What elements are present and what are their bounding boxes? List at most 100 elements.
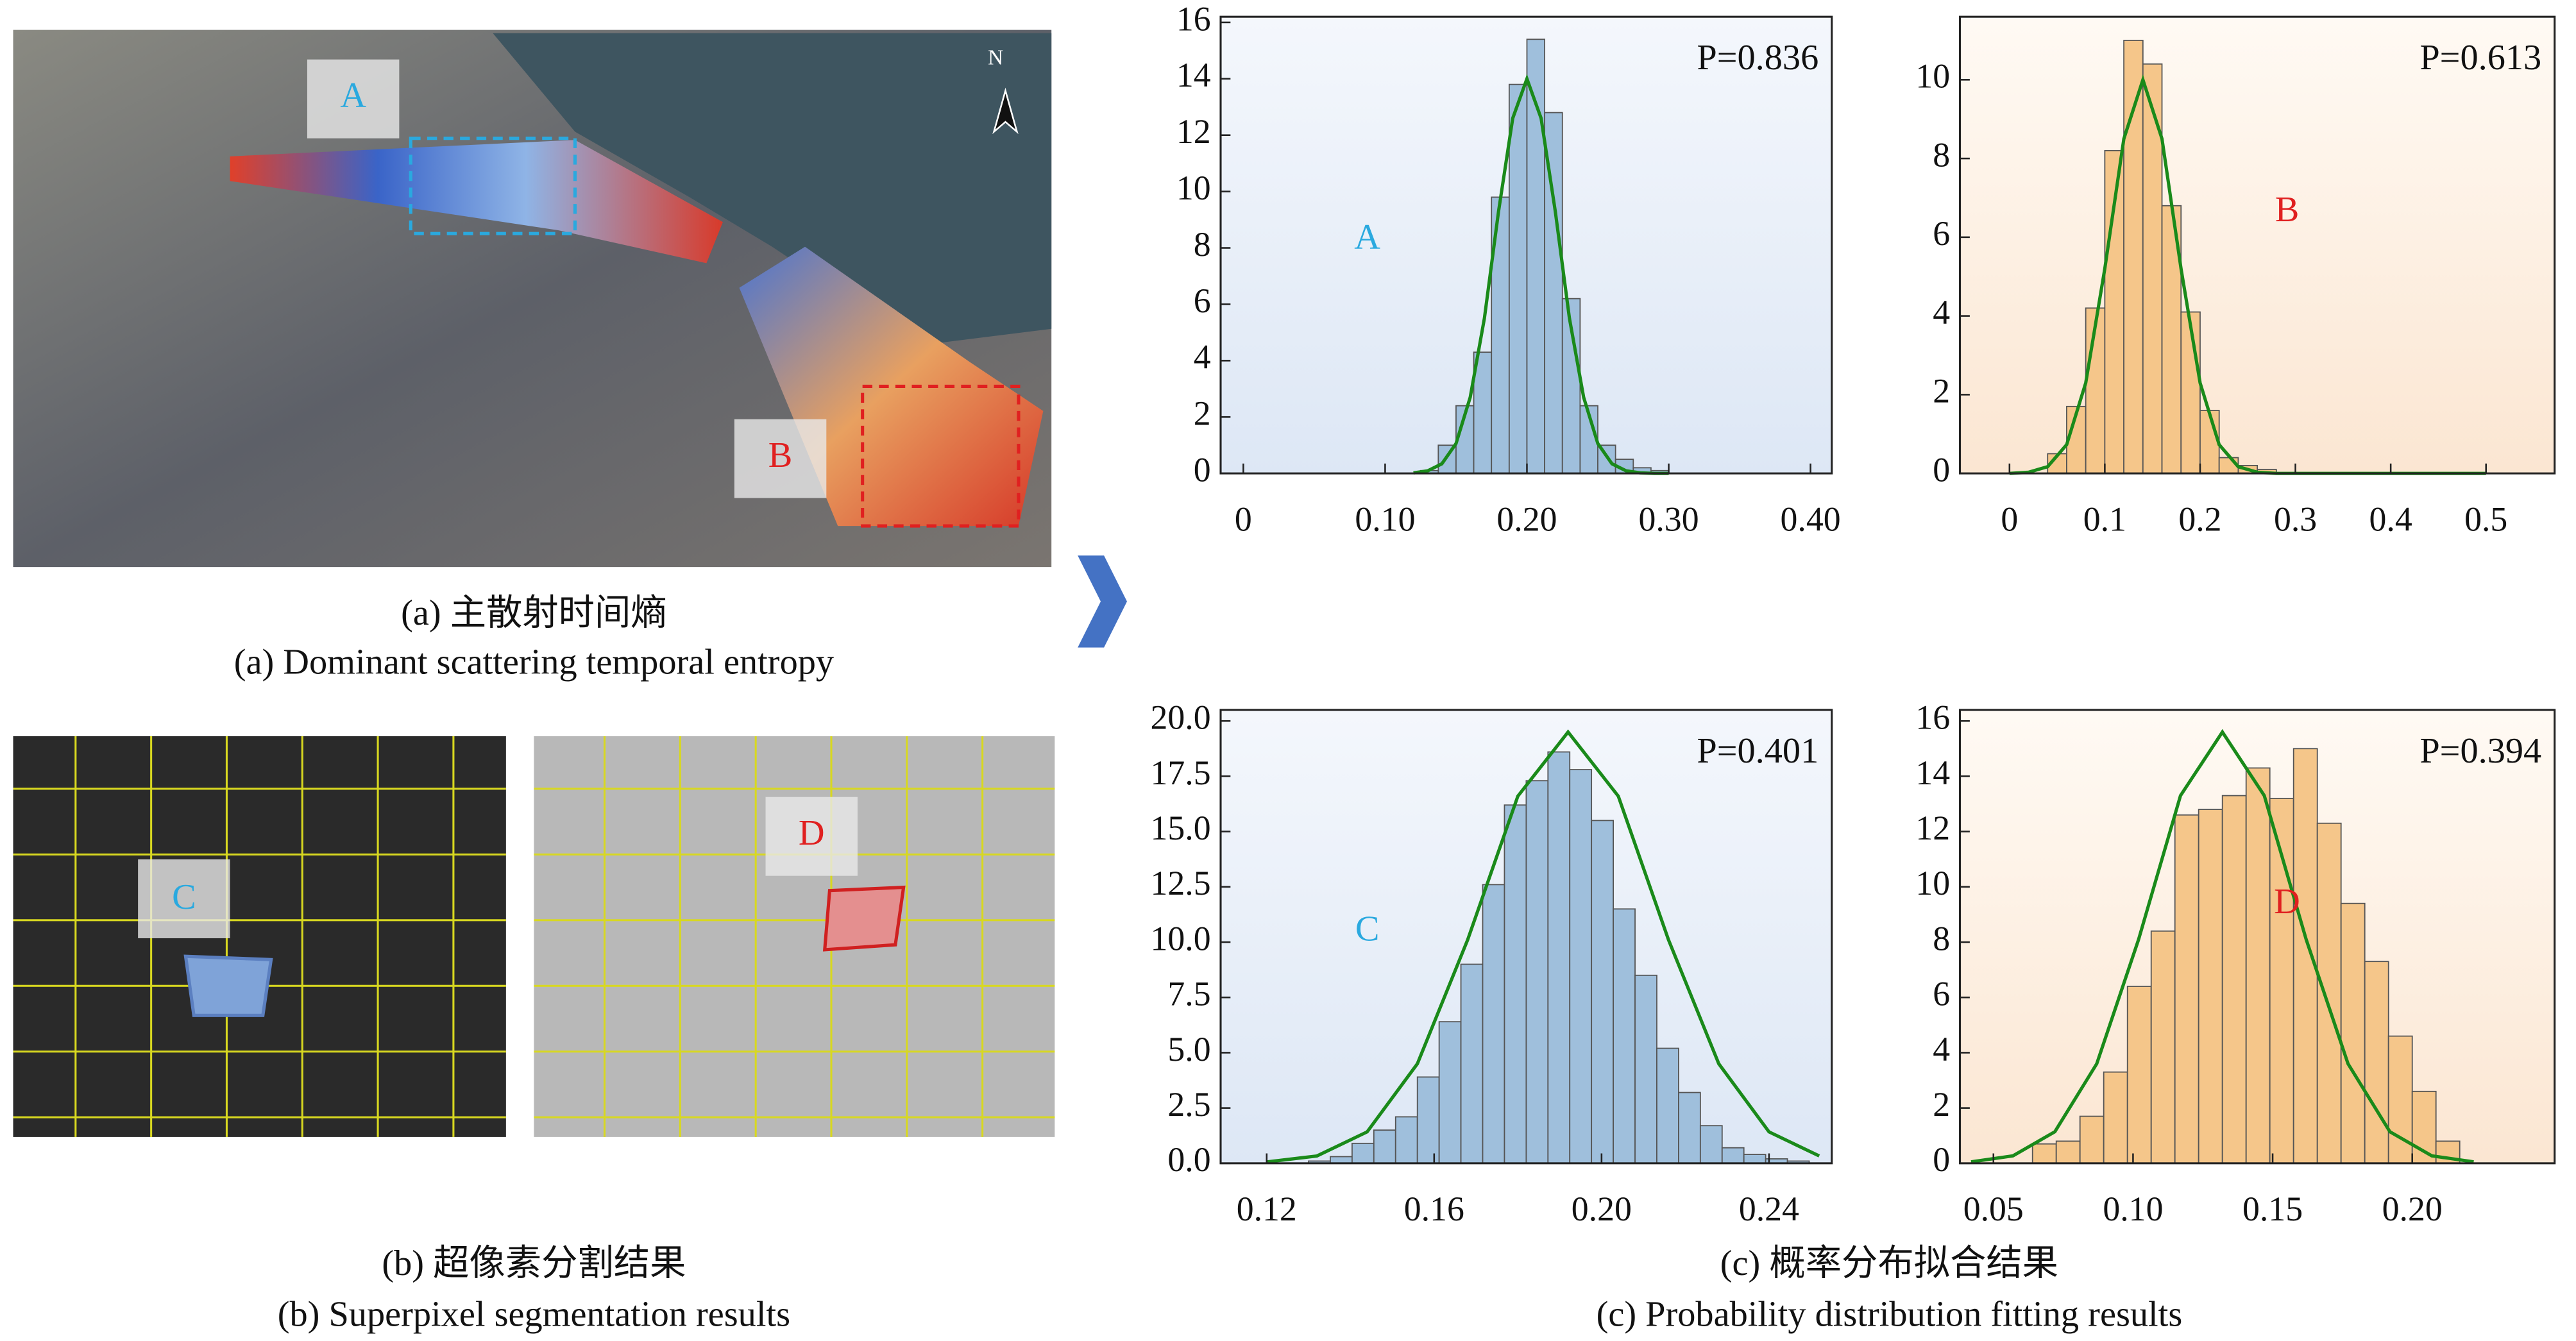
y-tick-label: 14: [1176, 56, 1211, 94]
image-label: D: [799, 813, 825, 853]
x-tick-label: 0.4: [2369, 500, 2412, 538]
bar: [2221, 795, 2247, 1164]
annotation: P=0.401: [1697, 731, 1818, 771]
bar: [1547, 751, 1571, 1164]
x-tick-label: 0: [1235, 500, 1252, 538]
entropy-image: [13, 30, 1052, 568]
plot-frame: [1959, 709, 2556, 1165]
y-tick-label: 10: [1176, 169, 1211, 207]
bar: [1352, 1142, 1375, 1164]
y-tick-label: 16: [1915, 698, 1950, 737]
caption: (c) 概率分布拟合结果: [1720, 1244, 2058, 1283]
bar: [2150, 930, 2176, 1164]
x-tick-label: 0.20: [2382, 1190, 2443, 1228]
bar: [1743, 1154, 1767, 1164]
image-label: B: [768, 435, 793, 475]
x-tick-label: 0.5: [2464, 500, 2507, 538]
x-tick-label: 0.20: [1496, 500, 1557, 538]
bar: [1330, 1156, 1353, 1164]
fit-curve: [1970, 729, 2474, 1164]
annotation: P=0.836: [1697, 38, 1818, 78]
bar: [1656, 1047, 1679, 1164]
x-tick-label: 0.05: [1963, 1190, 2024, 1228]
x-tick-label: 0.1: [2083, 500, 2126, 538]
bar: [1721, 1147, 1745, 1164]
y-tick-label: 2: [1933, 372, 1950, 410]
annotation: P=0.613: [2419, 38, 2541, 78]
fit-curve: [1266, 729, 1820, 1164]
bar: [1525, 780, 1549, 1164]
bar: [1504, 804, 1527, 1164]
y-tick-label: 10: [1915, 864, 1950, 902]
y-tick-label: 4: [1933, 293, 1950, 332]
superpixel-image: [13, 736, 506, 1137]
y-tick-label: 15.0: [1151, 809, 1211, 847]
chart-label: C: [1355, 909, 1380, 949]
y-tick-label: 8: [1933, 919, 1950, 957]
bar: [1508, 83, 1528, 475]
plot-frame: [1219, 709, 1833, 1165]
x-tick-label: 0.12: [1237, 1190, 1297, 1228]
x-tick-label: 0.10: [1355, 500, 1415, 538]
x-tick-label: 0.10: [2103, 1190, 2163, 1228]
y-tick-label: 12: [1176, 112, 1211, 151]
x-tick-label: 0.3: [2274, 500, 2317, 538]
fit-curve: [2009, 74, 2486, 475]
x-tick-label: 0.20: [1572, 1190, 1632, 1228]
y-tick-label: 2: [1933, 1085, 1950, 1124]
y-tick-label: 2: [1194, 394, 1211, 433]
fit-curve: [1413, 74, 1669, 475]
bar: [2079, 1115, 2105, 1164]
x-tick-label: 0.2: [2178, 500, 2221, 538]
caption: (b) Superpixel segmentation results: [278, 1295, 790, 1335]
bar: [1544, 112, 1563, 475]
x-tick-label: 0.30: [1638, 500, 1699, 538]
caption: (a) 主散射时间熵: [401, 593, 667, 633]
y-tick-label: 6: [1933, 214, 1950, 253]
y-tick-label: 4: [1933, 1030, 1950, 1068]
bar: [2316, 822, 2342, 1164]
x-tick-label: 0.40: [1781, 500, 1841, 538]
bar: [1438, 1021, 1462, 1164]
bar: [2292, 748, 2318, 1164]
arrow: [1078, 555, 1127, 648]
bar: [2199, 410, 2220, 475]
image-label: C: [172, 877, 196, 917]
y-tick-label: 20.0: [1151, 698, 1211, 737]
x-tick-label: 0.16: [1404, 1190, 1464, 1228]
bar: [2104, 149, 2125, 475]
bar: [2055, 1140, 2081, 1164]
bar: [2364, 961, 2389, 1164]
x-tick-label: 0.15: [2242, 1190, 2303, 1228]
y-tick-label: 6: [1933, 975, 1950, 1013]
y-tick-label: 2.5: [1167, 1085, 1210, 1124]
y-tick-label: 12: [1915, 809, 1950, 847]
y-tick-label: 0.0: [1167, 1140, 1210, 1179]
plot-frame: [1959, 15, 2556, 475]
caption: (b) 超像素分割结果: [382, 1244, 686, 1283]
bar: [1591, 820, 1614, 1164]
bar: [1482, 884, 1505, 1164]
bar: [2126, 986, 2152, 1164]
y-tick-label: 17.5: [1151, 754, 1211, 792]
y-tick-label: 7.5: [1167, 975, 1210, 1013]
y-tick-label: 8: [1194, 225, 1211, 264]
chart-label: A: [1354, 217, 1380, 257]
bar: [2103, 1071, 2128, 1164]
annotation: P=0.394: [2419, 731, 2541, 771]
bar: [1678, 1092, 1701, 1164]
y-tick-label: 14: [1915, 754, 1950, 792]
bar: [1634, 974, 1657, 1164]
y-tick-label: 8: [1933, 135, 1950, 174]
y-tick-label: 0: [1933, 1140, 1950, 1179]
chart-label: B: [2275, 190, 2300, 230]
y-tick-label: 6: [1194, 282, 1211, 320]
bar: [1613, 908, 1636, 1164]
chart-label: D: [2274, 882, 2300, 922]
y-tick-label: 4: [1194, 338, 1211, 376]
bar: [2174, 814, 2199, 1164]
bar: [2340, 902, 2366, 1164]
bar: [2245, 767, 2271, 1164]
y-tick-label: 10.0: [1151, 919, 1211, 957]
